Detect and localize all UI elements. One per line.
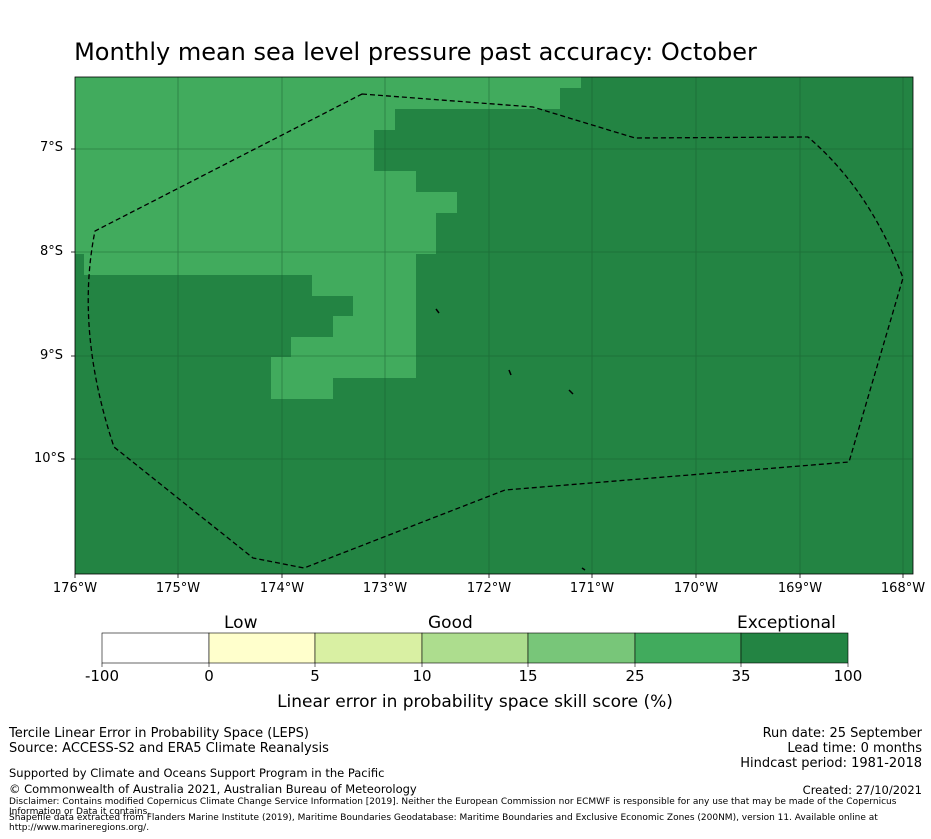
colorbar-axis-label: Linear error in probability space skill … bbox=[277, 692, 673, 712]
colorbar-segment bbox=[740, 632, 849, 664]
footer-leps: Tercile Linear Error in Probability Spac… bbox=[9, 726, 309, 741]
lon-label: 174°W bbox=[259, 581, 305, 596]
island bbox=[581, 567, 586, 571]
category-label-exceptional: Exceptional bbox=[737, 613, 836, 633]
footer-created: Created: 27/10/2021 bbox=[802, 783, 922, 797]
island bbox=[435, 308, 440, 314]
dark-green-patch bbox=[374, 130, 395, 171]
colorbar-tick-label: 10 bbox=[412, 667, 432, 685]
colorbar-tick-label: -100 bbox=[84, 667, 120, 685]
lon-label: 168°W bbox=[880, 581, 926, 596]
grid-lines bbox=[75, 77, 913, 574]
footer-disclaimer: Disclaimer: Contains modified Copernicus… bbox=[9, 797, 897, 817]
lon-label: 170°W bbox=[673, 581, 719, 596]
footer-shapefile: Shapefile data extracted from Flanders M… bbox=[9, 813, 878, 833]
colorbar-tick-label: 25 bbox=[625, 667, 645, 685]
map-border bbox=[74, 76, 914, 575]
eez-boundary bbox=[87, 93, 904, 569]
lat-label: 7°S bbox=[40, 140, 64, 155]
colorbar-segment bbox=[208, 632, 316, 664]
island bbox=[568, 389, 574, 395]
colorbar-tick-label: 100 bbox=[833, 667, 863, 685]
colorbar-segment bbox=[314, 632, 423, 664]
footer-support: Supported by Climate and Oceans Support … bbox=[9, 766, 385, 780]
chart-title: Monthly mean sea level pressure past acc… bbox=[74, 38, 757, 66]
colorbar bbox=[101, 632, 849, 667]
lat-label: 10°S bbox=[34, 451, 66, 466]
colorbar-tick-label: 0 bbox=[204, 667, 214, 685]
colorbar-segment bbox=[101, 632, 210, 664]
lon-label: 172°W bbox=[466, 581, 512, 596]
lat-label: 8°S bbox=[40, 244, 64, 259]
colorbar-segment bbox=[527, 632, 636, 664]
light-green-region bbox=[75, 77, 581, 399]
category-label-good: Good bbox=[428, 613, 473, 633]
footer-run-date: Run date: 25 September bbox=[762, 726, 922, 741]
lon-label: 175°W bbox=[155, 581, 201, 596]
islands bbox=[435, 308, 586, 571]
lon-label: 176°W bbox=[52, 581, 98, 596]
footer-source: Source: ACCESS-S2 and ERA5 Climate Reana… bbox=[9, 741, 329, 756]
lon-label: 173°W bbox=[362, 581, 408, 596]
island bbox=[508, 369, 512, 376]
colorbar-tick-label: 15 bbox=[518, 667, 538, 685]
colorbar-segment bbox=[421, 632, 529, 664]
colorbar-tick-label: 5 bbox=[310, 667, 320, 685]
axis-ticks bbox=[71, 148, 904, 578]
lon-label: 169°W bbox=[777, 581, 823, 596]
colorbar-segment bbox=[634, 632, 742, 664]
lon-label: 171°W bbox=[569, 581, 615, 596]
footer-lead-time: Lead time: 0 months bbox=[787, 741, 922, 756]
footer-copyright: © Commonwealth of Australia 2021, Austra… bbox=[9, 782, 417, 796]
category-label-low: Low bbox=[224, 613, 258, 633]
footer-hindcast: Hindcast period: 1981-2018 bbox=[740, 756, 922, 771]
lat-label: 9°S bbox=[40, 348, 64, 363]
colorbar-tick-label: 35 bbox=[731, 667, 751, 685]
